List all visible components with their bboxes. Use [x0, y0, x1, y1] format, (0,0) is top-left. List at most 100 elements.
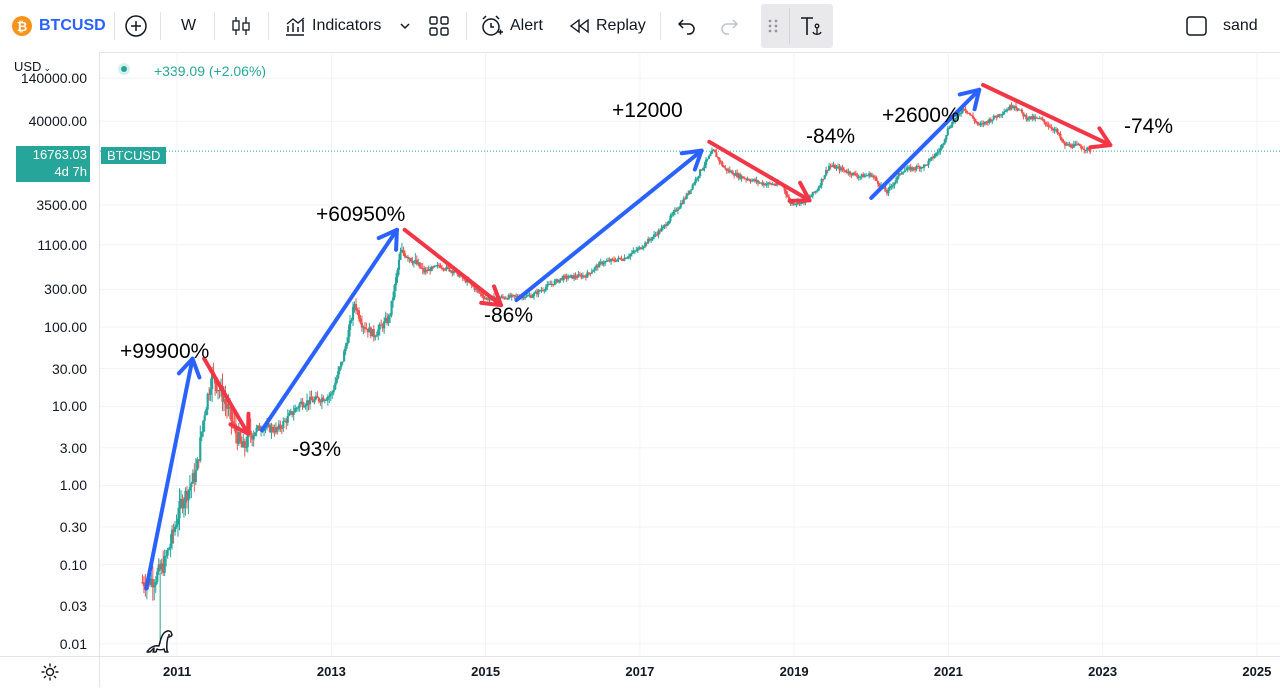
- candle-body: [577, 274, 580, 278]
- candle-body: [340, 362, 343, 367]
- candle-body: [323, 400, 326, 402]
- candle-body: [974, 121, 978, 123]
- candle-body: [980, 123, 983, 125]
- candle-body: [181, 498, 184, 509]
- drag-handle[interactable]: [766, 10, 780, 42]
- candle-body: [292, 412, 295, 415]
- alert-button[interactable]: Alert: [480, 10, 543, 42]
- candle-body: [403, 253, 407, 257]
- candle-body: [891, 185, 894, 187]
- layouts-button[interactable]: [428, 10, 450, 42]
- candle-body: [900, 172, 903, 175]
- candle-body: [414, 259, 417, 262]
- candle-body: [571, 275, 574, 279]
- candle-body: [955, 114, 958, 119]
- candle-body: [351, 306, 355, 320]
- candle-body: [341, 361, 344, 363]
- candle-body: [833, 165, 837, 169]
- candle-body: [783, 186, 786, 191]
- candle-body: [1020, 109, 1024, 113]
- candle-body: [601, 261, 604, 265]
- time-axis[interactable]: [0, 656, 1280, 688]
- redo-button[interactable]: [718, 10, 740, 42]
- interval-button[interactable]: W: [181, 10, 196, 42]
- candle-body: [598, 262, 601, 268]
- indicators-button[interactable]: Indicators: [284, 10, 381, 42]
- candle-body: [854, 173, 857, 176]
- last-price-label: 16763.03 4d 7h: [16, 146, 90, 182]
- candle-body: [862, 174, 865, 178]
- candle-body: [998, 114, 1001, 116]
- candle-body: [835, 166, 838, 169]
- candle-body: [964, 109, 967, 111]
- candle-body: [325, 399, 328, 401]
- compare-button[interactable]: [124, 10, 148, 42]
- replay-button[interactable]: Replay: [568, 10, 646, 42]
- chart-type-button[interactable]: [230, 10, 252, 42]
- candle-body: [1014, 106, 1018, 109]
- candle-body: [501, 296, 504, 298]
- candle-body: [583, 275, 586, 277]
- x-tick-label: 2015: [471, 664, 501, 679]
- candle-body: [770, 183, 773, 185]
- candle-body: [300, 401, 303, 404]
- candle-body: [676, 209, 679, 211]
- candle-body: [286, 415, 289, 423]
- candle-body: [209, 389, 212, 395]
- candle-body: [672, 211, 675, 215]
- candle-body: [320, 397, 323, 403]
- candle-body: [421, 267, 424, 269]
- candle-body: [222, 399, 226, 402]
- candle-body: [949, 126, 952, 128]
- candle-body: [568, 275, 571, 278]
- candle-body: [285, 420, 288, 423]
- candle-body: [369, 327, 372, 337]
- candle-body: [141, 582, 144, 584]
- currency-selector[interactable]: USD ⌄: [14, 59, 51, 74]
- divider: [660, 12, 661, 40]
- candle-body: [1022, 112, 1025, 117]
- status-dot[interactable]: [118, 63, 130, 75]
- candle-body: [939, 148, 942, 152]
- gain-arrow-head: [957, 87, 982, 112]
- candle-body: [876, 180, 880, 185]
- indicators-dropdown[interactable]: [398, 10, 412, 42]
- candle-body: [836, 166, 840, 168]
- candle-body: [666, 223, 669, 226]
- candle-body: [445, 266, 448, 270]
- candle-body: [1017, 109, 1021, 111]
- candle-body: [715, 152, 718, 157]
- candle-body: [464, 278, 467, 283]
- candle-body: [150, 579, 153, 585]
- price-chart[interactable]: [100, 52, 1280, 656]
- candle-body: [912, 167, 915, 169]
- candle-body: [743, 178, 746, 180]
- candle-body: [909, 167, 912, 171]
- candle-body: [480, 293, 484, 297]
- candle-body: [856, 175, 859, 178]
- divider: [114, 12, 115, 40]
- symbol-search[interactable]: ₿ BTCUSD: [12, 10, 106, 42]
- candle-body: [1089, 148, 1092, 153]
- candle-body: [712, 149, 715, 151]
- undo-button[interactable]: [676, 10, 698, 42]
- candle-body: [251, 434, 254, 440]
- candle-body: [1034, 117, 1037, 120]
- candle-body: [394, 277, 398, 286]
- candle-body: [826, 169, 829, 171]
- indicators-icon: [286, 17, 305, 36]
- anchored-text-tool[interactable]: [798, 10, 824, 42]
- layout-select[interactable]: sand: [1185, 10, 1258, 42]
- candle-body: [516, 295, 519, 298]
- candle-body: [282, 421, 285, 429]
- candle-body: [719, 161, 722, 163]
- candle-body: [1057, 133, 1061, 135]
- candle-body: [418, 262, 421, 268]
- candle-body: [211, 371, 214, 390]
- candle-body: [899, 173, 902, 175]
- candle-body: [630, 252, 633, 255]
- candle-body: [426, 270, 429, 272]
- candle-body: [368, 327, 371, 333]
- settings-button[interactable]: [0, 657, 100, 687]
- candle-body: [239, 431, 242, 442]
